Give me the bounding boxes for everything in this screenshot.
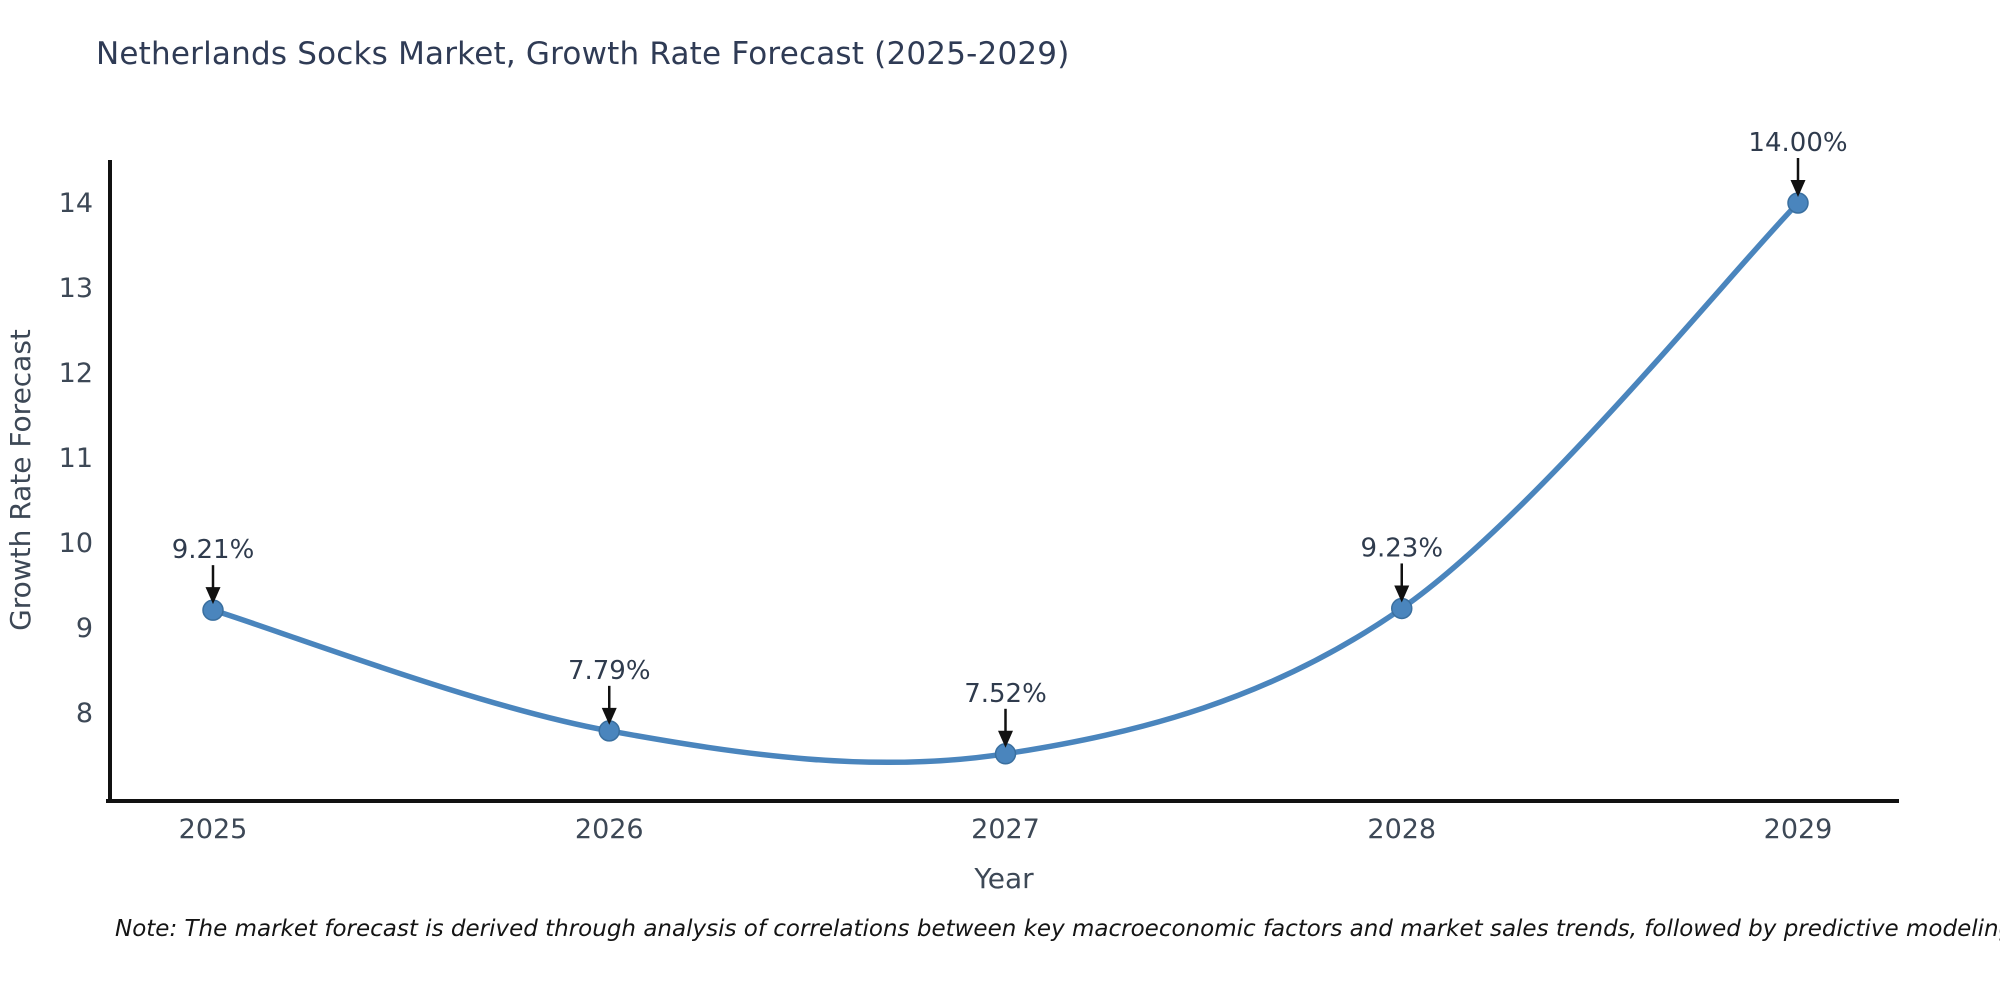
- point-value-label: 7.52%: [964, 679, 1047, 709]
- x-tick-label: 2028: [1367, 814, 1436, 845]
- annotation-2029: 14.00%: [1748, 128, 1848, 197]
- x-tick-label: 2029: [1764, 814, 1833, 845]
- point-annotations: 9.21% 7.79% 7.52% 9.23% 14.00%: [172, 128, 1848, 748]
- x-axis-ticks: 2025 2026 2027 2028 2029: [179, 814, 1833, 845]
- y-tick-label: 14: [59, 188, 93, 219]
- point-value-label: 9.21%: [172, 535, 255, 565]
- chart-title: Netherlands Socks Market, Growth Rate Fo…: [96, 36, 1070, 72]
- annotation-2028: 9.23%: [1360, 533, 1443, 603]
- annotation-arrowhead-icon: [998, 730, 1013, 748]
- annotation-arrowhead-icon: [205, 587, 221, 605]
- annotation-2025: 9.21%: [172, 535, 255, 605]
- x-tick-label: 2026: [575, 814, 644, 845]
- x-axis-title: Year: [973, 862, 1034, 895]
- point-value-label: 14.00%: [1748, 128, 1847, 158]
- x-tick-label: 2025: [179, 814, 248, 845]
- annotation-arrowhead-icon: [601, 707, 617, 725]
- y-tick-label: 10: [59, 528, 93, 559]
- y-tick-label: 12: [59, 358, 93, 389]
- footnote: Note: The market forecast is derived thr…: [115, 916, 2000, 942]
- y-tick-label: 9: [76, 613, 93, 644]
- y-axis-title: Growth Rate Forecast: [4, 329, 37, 631]
- y-axis-ticks: 8 9 10 11 12 13 14: [59, 188, 93, 729]
- point-value-label: 9.23%: [1360, 533, 1443, 563]
- annotation-2026: 7.79%: [568, 656, 651, 725]
- annotation-arrowhead-icon: [1394, 585, 1410, 603]
- annotation-arrowhead-icon: [1790, 180, 1806, 197]
- x-tick-label: 2027: [971, 814, 1040, 845]
- annotation-2027: 7.52%: [964, 679, 1047, 748]
- y-tick-label: 8: [76, 698, 93, 729]
- y-tick-label: 13: [59, 273, 93, 304]
- point-value-label: 7.79%: [568, 656, 651, 686]
- y-tick-label: 11: [59, 443, 93, 474]
